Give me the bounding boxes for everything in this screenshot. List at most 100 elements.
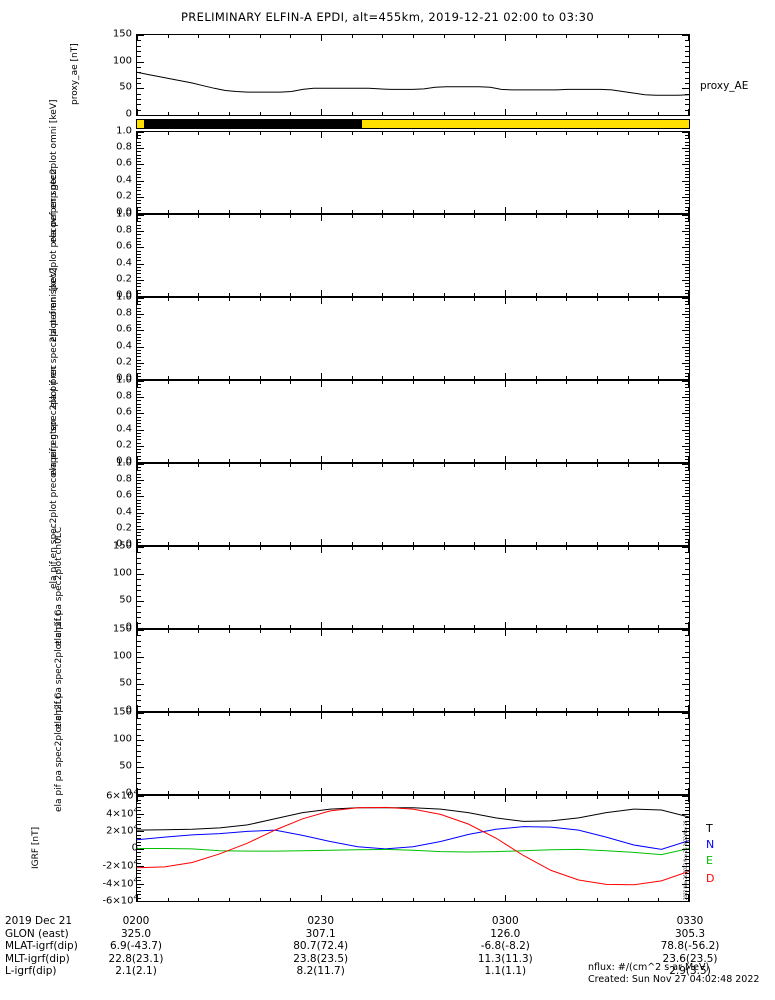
x-minor-tick: [443, 35, 445, 38]
x-tick-mark: [688, 630, 689, 636]
y-minor-tick: [137, 880, 141, 881]
x-minor-tick: [474, 376, 476, 379]
x-minor-tick: [351, 625, 353, 628]
y-minor-tick: [137, 761, 141, 763]
y-minor-tick: [137, 756, 141, 758]
y-minor-tick: [137, 423, 141, 425]
x-minor-tick: [167, 210, 169, 213]
x-minor-tick: [443, 459, 445, 462]
y-tick-mark: [682, 883, 689, 885]
x-minor-tick: [229, 112, 230, 115]
y-tick-label: 4×104: [106, 805, 138, 820]
y-tick-mark: [682, 711, 689, 712]
x-minor-tick: [229, 381, 230, 384]
y-minor-tick: [685, 141, 689, 143]
x-minor-tick: [351, 459, 353, 462]
y-minor-tick: [137, 473, 141, 475]
x-minor-tick: [474, 112, 476, 115]
y-minor-tick: [137, 673, 141, 675]
x-axis-value: 0330: [676, 915, 704, 927]
y-tick-label: 0.4: [116, 506, 132, 518]
y-tick-label: 0.4: [116, 423, 132, 435]
y-minor-tick: [685, 455, 689, 457]
x-axis-value: 2.1(2.1): [115, 965, 157, 978]
y-minor-tick: [137, 557, 141, 559]
y-tick-mark: [682, 215, 689, 216]
x-minor-tick: [658, 381, 660, 384]
x-minor-tick: [627, 35, 629, 38]
y-minor-tick: [685, 304, 689, 306]
y-minor-tick: [137, 817, 141, 818]
y-label-ela-pif-pa-ch2lc: ela pif pa spec2plot ch2LC: [54, 692, 64, 813]
y-minor-tick: [137, 876, 141, 878]
y-minor-tick: [137, 799, 141, 801]
y-tick-mark: [137, 132, 144, 133]
x-minor-tick: [627, 215, 629, 218]
y-minor-tick: [137, 390, 141, 392]
x-minor-tick: [198, 791, 200, 794]
y-minor-tick: [685, 234, 689, 236]
y-minor-tick: [137, 541, 141, 543]
y-tick-label: 1.0: [116, 291, 132, 303]
y-tick-mark: [682, 480, 689, 482]
y-minor-tick: [137, 174, 141, 176]
x-tick-mark: [505, 713, 506, 719]
x-minor-tick: [290, 376, 292, 379]
y-minor-tick: [685, 502, 689, 504]
x-minor-tick: [443, 713, 445, 716]
y-tick-mark: [682, 796, 689, 797]
x-minor-tick: [259, 381, 261, 384]
y-minor-tick: [685, 190, 689, 192]
x-tick-mark: [321, 630, 322, 636]
y-minor-tick: [137, 689, 141, 691]
x-minor-tick: [597, 713, 598, 716]
x-minor-tick: [351, 35, 353, 38]
x-minor-tick: [658, 210, 660, 213]
x-minor-tick: [290, 542, 292, 545]
x-minor-tick: [229, 132, 230, 135]
y-minor-tick: [685, 897, 689, 899]
y-tick-mark: [137, 831, 144, 832]
x-minor-tick: [413, 898, 414, 901]
x-minor-tick: [167, 625, 169, 628]
y-ticks-ela-pef-en-precovrperp-gterr: 0.0 0.2 0.4 0.6 0.8 1.0: [92, 209, 132, 301]
y-minor-tick: [137, 135, 141, 137]
y-minor-tick: [685, 803, 689, 804]
y-minor-tick: [137, 493, 141, 495]
y-minor-tick: [137, 522, 141, 524]
y-tick-mark: [682, 547, 689, 548]
y-minor-tick: [685, 640, 689, 642]
x-minor-tick: [597, 542, 598, 545]
x-tick-mark: [688, 895, 689, 901]
y-minor-tick: [137, 203, 141, 205]
black-yellow-status-bar: [136, 119, 690, 129]
x-axis-value: 2.9(3.5): [669, 965, 711, 978]
x-minor-tick: [382, 298, 384, 301]
x-minor-tick: [443, 708, 445, 711]
x-minor-tick: [597, 112, 598, 115]
x-axis-value: 8.2(11.7): [296, 965, 345, 978]
y-minor-tick: [137, 705, 141, 707]
x-minor-tick: [566, 898, 568, 901]
x-minor-tick: [167, 796, 169, 799]
y-tick-label: 150: [112, 540, 132, 552]
y-tick-label: 1.0: [116, 208, 132, 220]
igrf-legend-e: E: [706, 854, 713, 867]
x-minor-tick: [167, 898, 169, 901]
x-minor-tick: [566, 459, 568, 462]
y-minor-tick: [137, 400, 141, 402]
y-tick-mark: [137, 496, 144, 498]
x-tick-mark: [505, 298, 506, 304]
y-minor-tick: [685, 499, 689, 501]
y-tick-mark: [137, 713, 144, 714]
x-tick-mark: [321, 547, 322, 553]
x-minor-tick: [658, 791, 660, 794]
x-minor-tick: [198, 713, 200, 716]
y-minor-tick: [137, 442, 141, 444]
x-minor-tick: [290, 132, 292, 135]
y-minor-tick: [685, 109, 689, 111]
y-minor-tick: [685, 135, 689, 137]
x-axis-value: 6.9(-43.7): [109, 940, 163, 953]
x-minor-tick: [474, 459, 476, 462]
y-minor-tick: [685, 541, 689, 543]
